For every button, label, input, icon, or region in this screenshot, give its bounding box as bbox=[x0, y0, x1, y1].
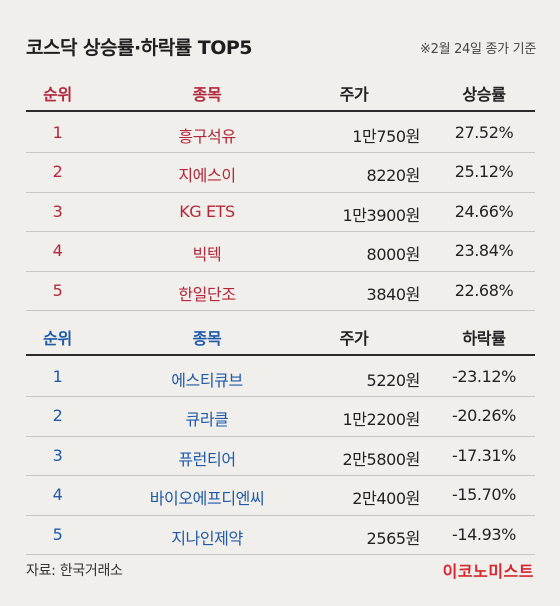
table-row: 2 큐라클 1만2200원 -20.26% bbox=[26, 397, 535, 437]
rank-cell: 1 bbox=[52, 367, 63, 386]
header-rank: 순위 bbox=[43, 329, 72, 348]
stock-name-cell: 에스티큐브 bbox=[171, 371, 243, 390]
rate-cell: 23.84% bbox=[454, 241, 514, 261]
stock-name-cell: 한일단조 bbox=[178, 284, 236, 304]
gainers-table: 순위 종목 주가 상승률 1 흥구석유 1만750원 27.52% 2 지에스이… bbox=[0, 74, 560, 311]
stock-name-cell: 큐라클 bbox=[185, 410, 229, 430]
header-name: 종목 bbox=[192, 329, 222, 348]
rank-cell: 2 bbox=[52, 162, 63, 182]
table-row: 3 퓨런티어 2만5800원 -17.31% bbox=[26, 437, 535, 477]
stock-name-cell: 지나인제약 bbox=[171, 528, 243, 548]
rate-cell: -14.93% bbox=[452, 524, 516, 544]
losers-table: 순위 종목 주가 하락률 1 에스티큐브 5220원 -23.12% 2 큐라클… bbox=[0, 318, 560, 555]
header-rate: 하락률 bbox=[462, 329, 506, 348]
date-note: ※2월 24일 종가 기준 bbox=[420, 42, 536, 57]
price-cell: 2만5800원 bbox=[342, 449, 420, 469]
rate-cell: -20.26% bbox=[452, 406, 516, 426]
header-rank: 순위 bbox=[43, 85, 72, 104]
publisher-logo: 이코노미스트 bbox=[442, 562, 534, 581]
rate-cell: 27.52% bbox=[454, 123, 514, 142]
rank-cell: 1 bbox=[52, 123, 63, 142]
rate-cell: 25.12% bbox=[454, 162, 514, 182]
table-row: 1 에스티큐브 5220원 -23.12% bbox=[26, 358, 535, 398]
header-price: 주가 bbox=[339, 85, 369, 104]
price-cell: 5220원 bbox=[366, 371, 421, 390]
stock-name-cell: KG ETS bbox=[179, 201, 235, 221]
rate-cell: -17.31% bbox=[452, 445, 516, 465]
header-price: 주가 bbox=[339, 329, 369, 348]
rate-cell: -23.12% bbox=[452, 367, 516, 386]
table-row: 3 KG ETS 1만3900원 24.66% bbox=[26, 193, 535, 233]
price-cell: 8220원 bbox=[366, 166, 421, 186]
source-note: 자료: 한국거래소 bbox=[26, 563, 123, 579]
stock-name-cell: 흥구석유 bbox=[178, 127, 236, 146]
rate-cell: 24.66% bbox=[454, 201, 514, 221]
price-cell: 8000원 bbox=[366, 245, 421, 265]
rank-cell: 3 bbox=[52, 445, 63, 465]
price-cell: 2565원 bbox=[366, 528, 421, 548]
gainers-header-row: 순위 종목 주가 상승률 bbox=[0, 74, 560, 112]
table-row: 5 지나인제약 2565원 -14.93% bbox=[26, 516, 535, 555]
table-row: 1 흥구석유 1만750원 27.52% bbox=[26, 114, 535, 154]
stock-name-cell: 빅텍 bbox=[192, 245, 222, 265]
stock-name-cell: 바이오에프디엔씨 bbox=[149, 489, 265, 509]
header-name: 종목 bbox=[192, 85, 222, 104]
price-cell: 1만3900원 bbox=[342, 205, 420, 225]
price-cell: 3840원 bbox=[366, 284, 421, 304]
rate-cell: -15.70% bbox=[452, 485, 516, 505]
rank-cell: 4 bbox=[52, 485, 63, 505]
table-row: 5 한일단조 3840원 22.68% bbox=[26, 272, 535, 311]
header-rate: 상승률 bbox=[462, 85, 506, 104]
header-divider bbox=[26, 354, 535, 356]
rank-cell: 5 bbox=[52, 280, 63, 300]
price-cell: 1만2200원 bbox=[342, 410, 420, 430]
rate-cell: 22.68% bbox=[454, 280, 514, 300]
stock-name-cell: 퓨런티어 bbox=[178, 449, 236, 469]
rank-cell: 2 bbox=[52, 406, 63, 426]
table-row: 4 바이오에프디엔씨 2만400원 -15.70% bbox=[26, 476, 535, 516]
losers-header-row: 순위 종목 주가 하락률 bbox=[0, 318, 560, 356]
price-cell: 1만750원 bbox=[352, 127, 420, 146]
rank-cell: 4 bbox=[52, 241, 63, 261]
stock-name-cell: 지에스이 bbox=[178, 166, 236, 186]
price-cell: 2만400원 bbox=[352, 489, 420, 509]
header-divider bbox=[26, 110, 535, 112]
rank-cell: 3 bbox=[52, 201, 63, 221]
page-title: 코스닥 상승률·하락률 TOP5 bbox=[26, 37, 253, 59]
table-row: 4 빅텍 8000원 23.84% bbox=[26, 232, 535, 272]
table-row: 2 지에스이 8220원 25.12% bbox=[26, 153, 535, 193]
rank-cell: 5 bbox=[52, 524, 63, 544]
